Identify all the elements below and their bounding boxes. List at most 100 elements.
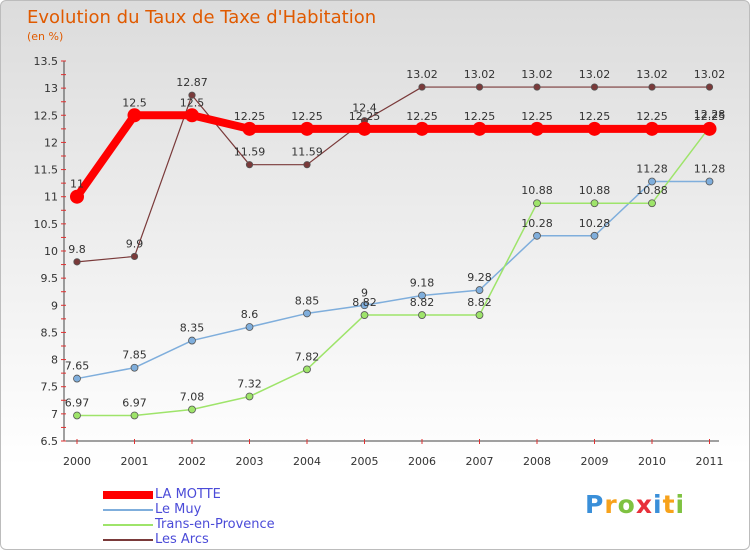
data-point-trans-en-provence xyxy=(418,311,426,319)
data-label-la-motte: 12.25 xyxy=(579,110,611,123)
x-tick-label: 2002 xyxy=(178,455,206,468)
x-tick-label: 2011 xyxy=(696,455,724,468)
data-point-le-muy xyxy=(130,363,139,372)
data-point-la-motte xyxy=(70,189,84,204)
data-label-le-muy: 7.85 xyxy=(122,349,147,362)
x-tick-label: 2006 xyxy=(408,455,436,468)
data-label-trans-en-provence: 8.82 xyxy=(352,296,377,309)
data-point-le-muy xyxy=(360,301,369,310)
data-label-les-arcs: 9.8 xyxy=(68,243,86,256)
data-label-le-muy: 11.28 xyxy=(636,163,668,176)
data-point-trans-en-provence xyxy=(533,199,541,208)
legend-label: Les Arcs xyxy=(155,532,209,547)
data-label-la-motte: 12.5 xyxy=(122,96,147,109)
data-point-la-motte xyxy=(530,121,544,136)
data-label-le-muy: 8.6 xyxy=(241,308,259,321)
data-point-le-muy xyxy=(590,231,599,240)
y-tick-label: 6.5 xyxy=(41,435,59,448)
legend-swatch xyxy=(103,509,153,511)
data-label-la-motte: 12.5 xyxy=(180,96,205,109)
x-tick-label: 2000 xyxy=(63,455,91,468)
data-point-le-muy xyxy=(303,309,311,318)
data-point-trans-en-provence xyxy=(188,405,196,414)
data-label-la-motte: 12.25 xyxy=(291,110,323,123)
series-line-trans-en-provence xyxy=(77,126,711,417)
logo-letter: o xyxy=(617,490,636,519)
data-label-les-arcs: 13.02 xyxy=(406,68,438,81)
series-line-la-motte xyxy=(73,111,710,200)
chart-title: Evolution du Taux de Taxe d'Habitation xyxy=(27,7,377,28)
data-point-le-muy xyxy=(648,177,656,186)
legend-swatch xyxy=(103,491,153,499)
data-label-le-muy: 10.28 xyxy=(579,217,611,230)
y-tick-label: 11.5 xyxy=(34,164,59,177)
data-point-la-motte xyxy=(645,121,659,136)
data-label-le-muy: 11.28 xyxy=(694,163,726,176)
data-label-trans-en-provence: 8.82 xyxy=(410,296,435,309)
data-point-les-arcs xyxy=(648,83,656,91)
data-label-trans-en-provence: 10.88 xyxy=(579,184,611,197)
data-point-le-muy xyxy=(188,336,196,345)
data-label-le-muy: 9.18 xyxy=(410,277,435,290)
data-point-trans-en-provence xyxy=(245,392,254,401)
y-tick-label: 7.5 xyxy=(41,381,59,394)
data-point-le-muy xyxy=(245,323,254,331)
logo-letter: i xyxy=(653,490,663,519)
y-tick-label: 8 xyxy=(51,354,58,367)
data-label-trans-en-provence: 6.97 xyxy=(122,396,147,409)
y-tick-label: 9 xyxy=(51,299,58,312)
data-point-le-muy xyxy=(705,177,714,186)
data-label-la-motte: 12.25 xyxy=(636,110,668,123)
x-tick-label: 2009 xyxy=(581,455,609,468)
data-label-les-arcs: 11.59 xyxy=(234,146,266,159)
legend-swatch xyxy=(103,539,153,541)
series-line-les-arcs xyxy=(76,86,710,263)
data-label-les-arcs: 12.87 xyxy=(176,76,208,89)
y-tick-label: 8.5 xyxy=(41,326,59,339)
data-label-trans-en-provence: 7.82 xyxy=(295,350,320,363)
data-point-trans-en-provence xyxy=(648,199,656,208)
x-tick-label: 2008 xyxy=(523,455,551,468)
data-point-trans-en-provence xyxy=(475,311,484,319)
data-point-le-muy xyxy=(475,286,484,294)
data-label-la-motte: 12.25 xyxy=(521,110,553,123)
legend-label: Le Muy xyxy=(155,502,202,517)
data-label-le-muy: 8.85 xyxy=(295,294,320,307)
data-label-trans-en-provence: 10.88 xyxy=(521,184,553,197)
data-point-la-motte xyxy=(415,121,429,136)
logo-letter: r xyxy=(604,490,618,519)
data-point-les-arcs xyxy=(590,83,599,91)
x-tick-label: 2007 xyxy=(466,455,494,468)
y-tick-label: 11 xyxy=(44,191,58,204)
data-label-trans-en-provence: 7.32 xyxy=(237,377,262,390)
data-point-trans-en-provence xyxy=(303,365,311,374)
data-point-trans-en-provence xyxy=(590,199,599,208)
data-label-la-motte: 12.25 xyxy=(349,110,381,123)
data-labels-layer: 7.65 7.85 8.35 8.6 8.85 9 9.18 9.28 10.28 10.28 11… xyxy=(65,68,726,409)
logo-letter: P xyxy=(585,490,605,519)
data-label-les-arcs: 13.02 xyxy=(636,68,668,81)
data-point-les-arcs xyxy=(418,83,426,91)
data-point-le-muy xyxy=(73,374,81,383)
data-label-les-arcs: 11.59 xyxy=(291,146,323,159)
data-label-la-motte: 12.25 xyxy=(234,110,266,123)
data-point-la-motte xyxy=(300,121,314,136)
data-point-le-muy xyxy=(418,291,426,300)
data-point-les-arcs xyxy=(130,252,139,261)
data-point-la-motte xyxy=(472,121,487,136)
data-label-le-muy: 8.35 xyxy=(180,322,205,335)
data-label-trans-en-provence: 8.82 xyxy=(467,296,492,309)
data-label-le-muy: 10.28 xyxy=(521,217,553,230)
data-label-trans-en-provence: 7.08 xyxy=(180,391,205,404)
x-tick-label: 2001 xyxy=(121,455,149,468)
y-tick-label: 12.5 xyxy=(34,109,59,122)
legend-label: Trans-en-Provence xyxy=(155,517,275,532)
data-point-la-motte xyxy=(185,108,199,123)
data-point-les-arcs xyxy=(475,83,484,91)
data-point-les-arcs xyxy=(533,83,541,91)
data-point-les-arcs xyxy=(303,161,311,169)
data-point-la-motte xyxy=(702,121,717,136)
y-tick-label: 9.5 xyxy=(41,272,59,285)
